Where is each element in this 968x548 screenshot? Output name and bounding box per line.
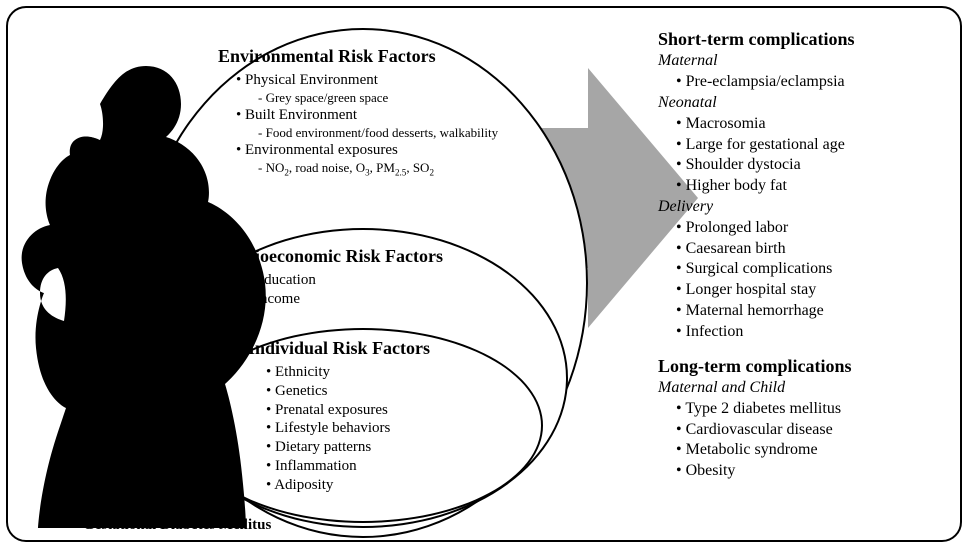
individual-item: Dietary patterns — [266, 438, 548, 457]
individual-item: Ethnicity — [266, 363, 548, 382]
complications-item: Shoulder dystocia — [676, 155, 958, 176]
individual-item: Prenatal exposures — [266, 401, 548, 420]
caption-label: Gestational Diabetes Mellitus — [83, 517, 271, 534]
complications-subhead: Neonatal — [658, 93, 958, 114]
complications-list: MacrosomiaLarge for gestational ageShoul… — [676, 114, 958, 197]
complications-item: Obesity — [676, 461, 958, 482]
complications-item: Infection — [676, 322, 958, 343]
diagram-frame: Gestational Diabetes Mellitus Environmen… — [6, 6, 962, 542]
complications-list: Prolonged laborCaesarean birthSurgical c… — [676, 218, 958, 343]
individual-item: Lifestyle behaviors — [266, 419, 548, 438]
complications-subhead: Delivery — [658, 197, 958, 218]
environmental-subitem: NO2, road noise, O3, PM2.5, SO2 — [258, 160, 558, 179]
individual-item: Inflammation — [266, 457, 548, 476]
socioeconomic-item: Education — [246, 271, 548, 290]
environmental-item: Built Environment — [236, 106, 558, 125]
complications-item: Macrosomia — [676, 114, 958, 135]
environmental-item: Environmental exposures — [236, 141, 558, 160]
complications-item: Higher body fat — [676, 176, 958, 197]
complications-subhead: Maternal — [658, 51, 958, 72]
complications-item: Metabolic syndrome — [676, 440, 958, 461]
pregnant-silhouette-icon — [18, 58, 278, 528]
complications-subhead: Maternal and Child — [658, 378, 958, 399]
complications-item: Cardiovascular disease — [676, 420, 958, 441]
individual-list: EthnicityGeneticsPrenatal exposuresLifes… — [248, 363, 548, 494]
individual-item: Adiposity — [266, 476, 548, 495]
individual-title: Individual Risk Factors — [248, 338, 548, 359]
complications-item: Large for gestational age — [676, 135, 958, 156]
complications-list: Type 2 diabetes mellitusCardiovascular d… — [676, 399, 958, 482]
complications-item: Prolonged labor — [676, 218, 958, 239]
complications-heading: Short-term complications — [658, 28, 958, 51]
environmental-subitem: Grey space/green space — [258, 90, 558, 106]
socioeconomic-item: Income — [246, 290, 548, 309]
complications-panel: Short-term complicationsMaternalPre-ecla… — [658, 28, 958, 482]
environmental-item: Physical Environment — [236, 71, 558, 90]
complications-item: Maternal hemorrhage — [676, 301, 958, 322]
complications-item: Pre-eclampsia/eclampsia — [676, 72, 958, 93]
complications-item: Longer hospital stay — [676, 280, 958, 301]
individual-item: Genetics — [266, 382, 548, 401]
complications-item: Type 2 diabetes mellitus — [676, 399, 958, 420]
complications-item: Surgical complications — [676, 259, 958, 280]
complications-item: Caesarean birth — [676, 239, 958, 260]
individual-block: Individual Risk Factors EthnicityGenetic… — [248, 338, 548, 494]
environmental-subitem: Food environment/food desserts, walkabil… — [258, 125, 558, 141]
complications-list: Pre-eclampsia/eclampsia — [676, 72, 958, 93]
complications-heading: Long-term complications — [658, 355, 958, 378]
